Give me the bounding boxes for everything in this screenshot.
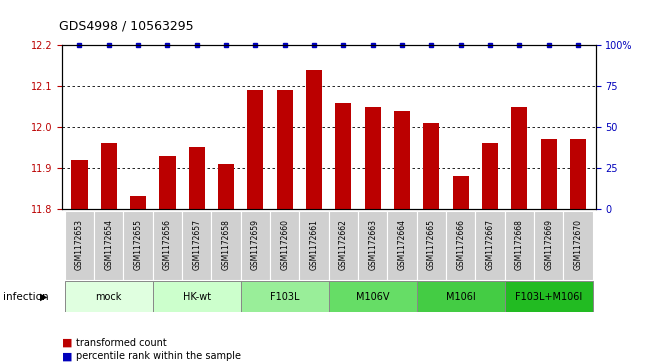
Text: GSM1172665: GSM1172665 <box>427 219 436 270</box>
Text: HK-wt: HK-wt <box>183 292 211 302</box>
Text: GSM1172659: GSM1172659 <box>251 219 260 270</box>
Text: mock: mock <box>96 292 122 302</box>
Bar <box>387 211 417 280</box>
Text: GSM1172660: GSM1172660 <box>281 219 289 270</box>
Text: GDS4998 / 10563295: GDS4998 / 10563295 <box>59 20 193 33</box>
Text: GSM1172668: GSM1172668 <box>515 219 524 270</box>
Bar <box>218 164 234 209</box>
Text: M106I: M106I <box>446 292 476 302</box>
Bar <box>94 211 124 280</box>
Bar <box>505 211 534 280</box>
Text: ■: ■ <box>62 351 72 362</box>
Bar <box>153 211 182 280</box>
Bar <box>159 156 176 209</box>
Text: ■: ■ <box>62 338 72 348</box>
Bar <box>130 196 146 209</box>
Bar <box>570 139 586 209</box>
Text: GSM1172655: GSM1172655 <box>133 219 143 270</box>
Bar <box>475 211 505 280</box>
Bar <box>182 211 212 280</box>
Bar <box>482 143 498 209</box>
Bar <box>306 70 322 209</box>
Text: transformed count: transformed count <box>76 338 167 348</box>
Text: GSM1172654: GSM1172654 <box>104 219 113 270</box>
Text: GSM1172667: GSM1172667 <box>486 219 495 270</box>
Bar <box>124 211 153 280</box>
Bar <box>452 176 469 209</box>
Bar <box>423 123 439 209</box>
Bar <box>563 211 592 280</box>
Bar <box>446 211 475 280</box>
Text: F103L: F103L <box>270 292 299 302</box>
Bar <box>335 103 352 209</box>
Text: GSM1172664: GSM1172664 <box>398 219 407 270</box>
Bar <box>417 281 505 312</box>
Bar <box>329 281 417 312</box>
Bar <box>299 211 329 280</box>
Text: GSM1172670: GSM1172670 <box>574 219 583 270</box>
Bar <box>541 139 557 209</box>
Text: GSM1172657: GSM1172657 <box>192 219 201 270</box>
Bar <box>101 143 117 209</box>
Bar <box>65 211 94 280</box>
Bar <box>277 90 293 209</box>
Text: infection: infection <box>3 292 49 302</box>
Bar <box>365 107 381 209</box>
Text: GSM1172663: GSM1172663 <box>368 219 377 270</box>
Text: F103L+M106I: F103L+M106I <box>515 292 583 302</box>
Text: M106V: M106V <box>356 292 389 302</box>
Bar <box>65 281 153 312</box>
Bar <box>247 90 264 209</box>
Text: ▶: ▶ <box>40 292 48 302</box>
Text: GSM1172656: GSM1172656 <box>163 219 172 270</box>
Text: GSM1172658: GSM1172658 <box>221 219 230 270</box>
Bar <box>329 211 358 280</box>
Text: GSM1172669: GSM1172669 <box>544 219 553 270</box>
Bar <box>270 211 299 280</box>
Bar <box>394 111 410 209</box>
Text: GSM1172653: GSM1172653 <box>75 219 84 270</box>
Bar <box>153 281 241 312</box>
Text: percentile rank within the sample: percentile rank within the sample <box>76 351 241 362</box>
Text: GSM1172662: GSM1172662 <box>339 219 348 270</box>
Bar <box>241 281 329 312</box>
Bar <box>72 160 87 209</box>
Text: GSM1172661: GSM1172661 <box>310 219 318 270</box>
Text: GSM1172666: GSM1172666 <box>456 219 465 270</box>
Bar <box>241 211 270 280</box>
Bar <box>505 281 592 312</box>
Bar <box>189 147 205 209</box>
Bar <box>212 211 241 280</box>
Bar <box>358 211 387 280</box>
Bar <box>417 211 446 280</box>
Bar <box>534 211 563 280</box>
Bar <box>511 107 527 209</box>
